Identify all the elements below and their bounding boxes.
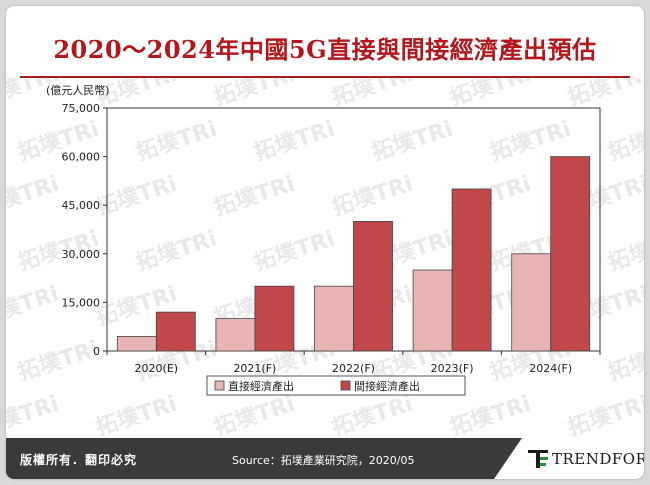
bar-direct	[314, 285, 354, 352]
x-tick-label: 2022(F)	[332, 362, 375, 375]
legend-box	[206, 375, 466, 396]
x-tick-label: 2021(F)	[233, 362, 276, 375]
x-tick-label: 2020(E)	[135, 362, 179, 375]
bar-indirect	[550, 156, 591, 352]
bar-direct	[412, 269, 453, 352]
bar-direct	[511, 253, 552, 352]
source-text: Source：拓墣產業研究院，2020/05	[232, 454, 415, 467]
bar-direct	[116, 336, 157, 352]
report-card: 2020～2024年中國5G直接與間接經濟產出預估 拓墣TRi 拓墣TRi 拓墣TR…	[6, 6, 644, 479]
y-axis-unit-label: (億元人民幣)	[46, 84, 110, 97]
footer-bar: 版權所有．翻印必究 Source：拓墣產業研究院，2020/05 TRENDFO…	[6, 438, 644, 479]
bar-indirect	[451, 188, 492, 352]
y-tick-label: 75,000	[62, 102, 101, 115]
x-tick-label: 2023(F)	[431, 362, 474, 375]
brand-area: TRENDFORCE	[494, 438, 644, 479]
title-divider	[20, 76, 630, 78]
chart-title: 2020～2024年中國5G直接與間接經濟產出預估	[53, 35, 597, 64]
copyright-text: 版權所有．翻印必究	[20, 453, 138, 467]
y-tick-label: 45,000	[62, 199, 101, 212]
bar-indirect	[254, 285, 295, 352]
bar-indirect	[353, 220, 393, 352]
y-tick-label: 0	[93, 345, 100, 358]
legend-swatch	[214, 380, 225, 391]
bar-chart: (億元人民幣) 0 15,000 30,000 45,000 60,000 75,000 20…	[46, 84, 601, 396]
y-tick-label: 30,000	[62, 248, 101, 261]
trendforce-logo-icon	[528, 450, 548, 468]
legend-swatch	[340, 380, 351, 391]
brand-name: TRENDFORCE	[552, 450, 644, 468]
y-tick-label: 15,000	[62, 296, 101, 309]
bar-direct	[215, 318, 256, 352]
x-tick-label: 2024(F)	[529, 362, 572, 375]
y-tick-label: 60,000	[62, 151, 101, 164]
bar-indirect	[155, 311, 196, 352]
legend-label: 間接經濟產出	[354, 379, 420, 393]
legend-label: 直接經濟產出	[228, 379, 294, 393]
